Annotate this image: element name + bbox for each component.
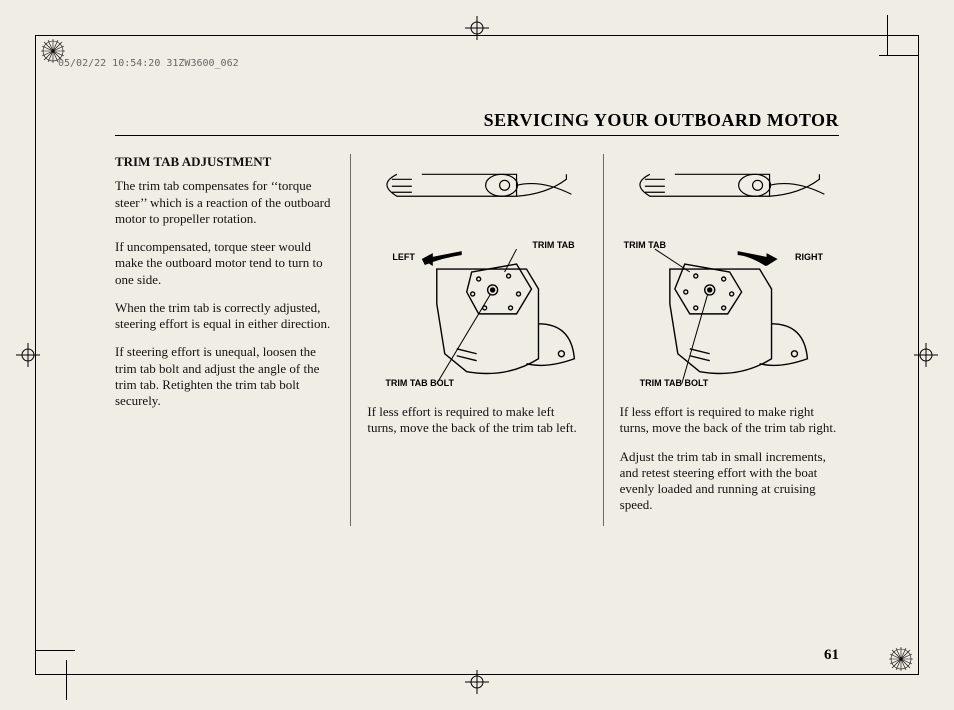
- paragraph: When the trim tab is correctly adjusted,…: [115, 300, 334, 333]
- crop-mark: [35, 650, 75, 651]
- column-2: TRIM TAB LEFT TRIM TAB BOLT If less effo…: [351, 154, 603, 526]
- print-timestamp: 05/02/22 10:54:20 31ZW3600_062: [58, 58, 239, 69]
- registration-mark-mid-right: [914, 343, 938, 367]
- crop-mark: [879, 55, 919, 56]
- diagram-left: TRIM TAB LEFT TRIM TAB BOLT: [367, 154, 586, 394]
- diagram-label-trim-tab: TRIM TAB: [532, 240, 574, 251]
- paragraph: If steering effort is unequal, loosen th…: [115, 344, 334, 409]
- diagram-label-bolt: TRIM TAB BOLT: [385, 378, 454, 389]
- registration-mark-top-center: [465, 16, 489, 40]
- caption: If less effort is required to make right…: [620, 404, 839, 437]
- columns: TRIM TAB ADJUSTMENT The trim tab compens…: [115, 154, 839, 526]
- diagram-label-trim-tab: TRIM TAB: [624, 240, 666, 251]
- column-3: TRIM TAB RIGHT TRIM TAB BOLT If less eff…: [604, 154, 839, 526]
- registration-mark-bottom-right: [888, 646, 914, 672]
- paragraph: The trim tab compensates for ‘‘torque st…: [115, 178, 334, 227]
- caption: If less effort is required to make left …: [367, 404, 586, 437]
- section-heading: TRIM TAB ADJUSTMENT: [115, 154, 334, 170]
- page-content: SERVICING YOUR OUTBOARD MOTOR TRIM TAB A…: [115, 110, 839, 594]
- title-rule: [115, 135, 839, 136]
- page-title: SERVICING YOUR OUTBOARD MOTOR: [115, 110, 839, 131]
- paragraph: Adjust the trim tab in small increments,…: [620, 449, 839, 514]
- registration-mark-mid-left: [16, 343, 40, 367]
- diagram-right: TRIM TAB RIGHT TRIM TAB BOLT: [620, 154, 839, 394]
- diagram-label-direction: LEFT: [392, 252, 415, 263]
- paragraph: If uncompensated, torque steer would mak…: [115, 239, 334, 288]
- column-1: TRIM TAB ADJUSTMENT The trim tab compens…: [115, 154, 351, 526]
- diagram-label-bolt: TRIM TAB BOLT: [640, 378, 709, 389]
- crop-mark: [66, 660, 67, 700]
- diagram-label-direction: RIGHT: [795, 252, 823, 263]
- page-number: 61: [824, 647, 839, 664]
- registration-mark-bottom-center: [465, 670, 489, 694]
- crop-mark: [887, 15, 888, 55]
